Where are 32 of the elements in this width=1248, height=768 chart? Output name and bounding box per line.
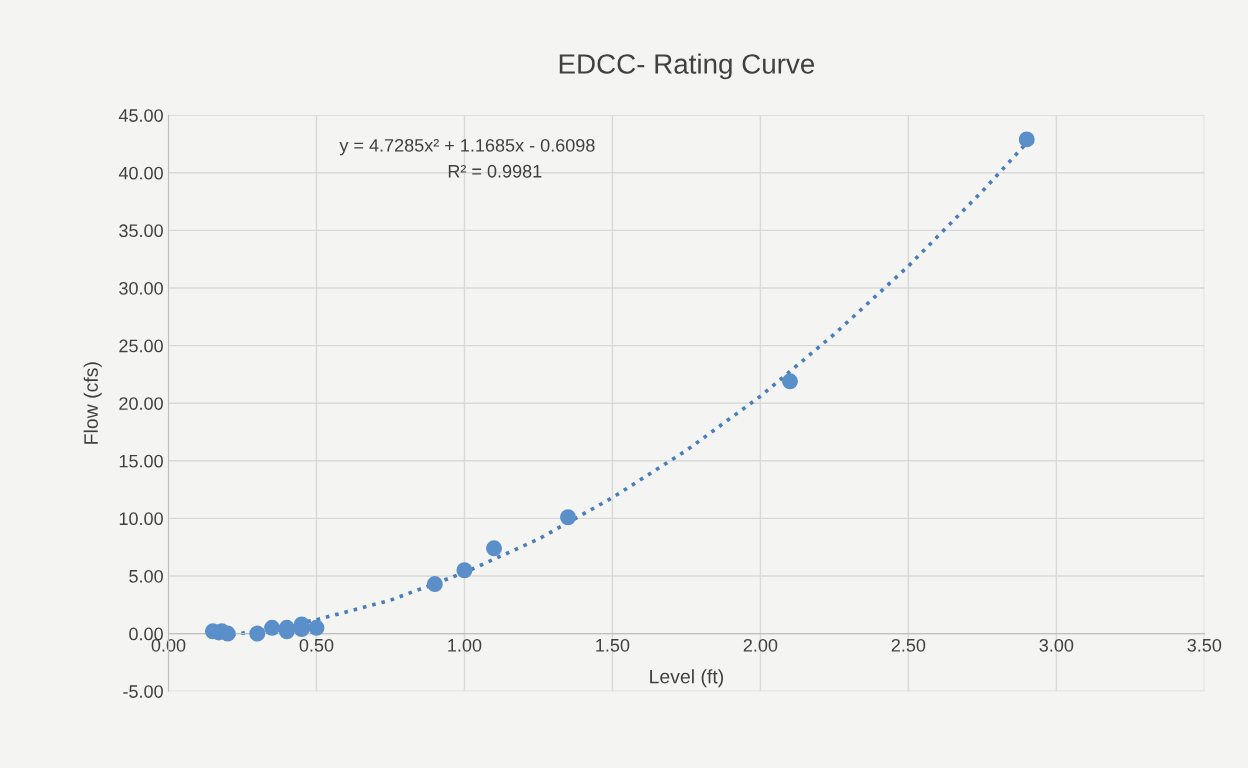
x-tick-label: 0.50	[299, 638, 334, 652]
point	[486, 540, 503, 557]
x-tick-label: 1.00	[448, 638, 482, 652]
y-tick-label: 40.00	[118, 166, 163, 180]
y-tick-label: 0.00	[129, 627, 163, 641]
point	[249, 625, 266, 642]
x-tick-label: 3.00	[1039, 638, 1074, 652]
y-tick-label: 25.00	[119, 339, 163, 353]
x-axis-title: Level (ft)	[650, 669, 724, 688]
point	[782, 373, 798, 390]
point	[264, 619, 281, 636]
annotation: R² = 0.9981	[448, 164, 542, 178]
x-tick-label: 3.50	[1187, 638, 1222, 652]
y-tick-label: 15.00	[119, 454, 163, 468]
point	[426, 576, 443, 593]
y-tick-label: -5.00	[123, 685, 163, 698]
point	[1018, 131, 1035, 148]
x-tick-label: 1.50	[596, 638, 630, 652]
x-tick-label: 2.50	[891, 638, 926, 652]
y-tick-label: 10.00	[119, 512, 163, 526]
point	[308, 619, 325, 636]
y-tick-label: 45.00	[118, 109, 163, 122]
annotation: y = 4.7285x² + 1.1685x - 0.6098	[339, 138, 595, 156]
point	[560, 509, 576, 526]
y-tick-label: 5.00	[129, 569, 163, 583]
y-axis-title: Flow (cfs)	[83, 362, 102, 444]
y-tick-label: 20.00	[119, 397, 163, 410]
y-tick-label: 35.00	[119, 224, 163, 238]
point	[456, 562, 473, 579]
chart-title: EDCC- Rating Curve	[559, 53, 815, 80]
x-tick-label: 2.00	[743, 638, 778, 652]
y-tick-label: 30.00	[119, 281, 163, 295]
